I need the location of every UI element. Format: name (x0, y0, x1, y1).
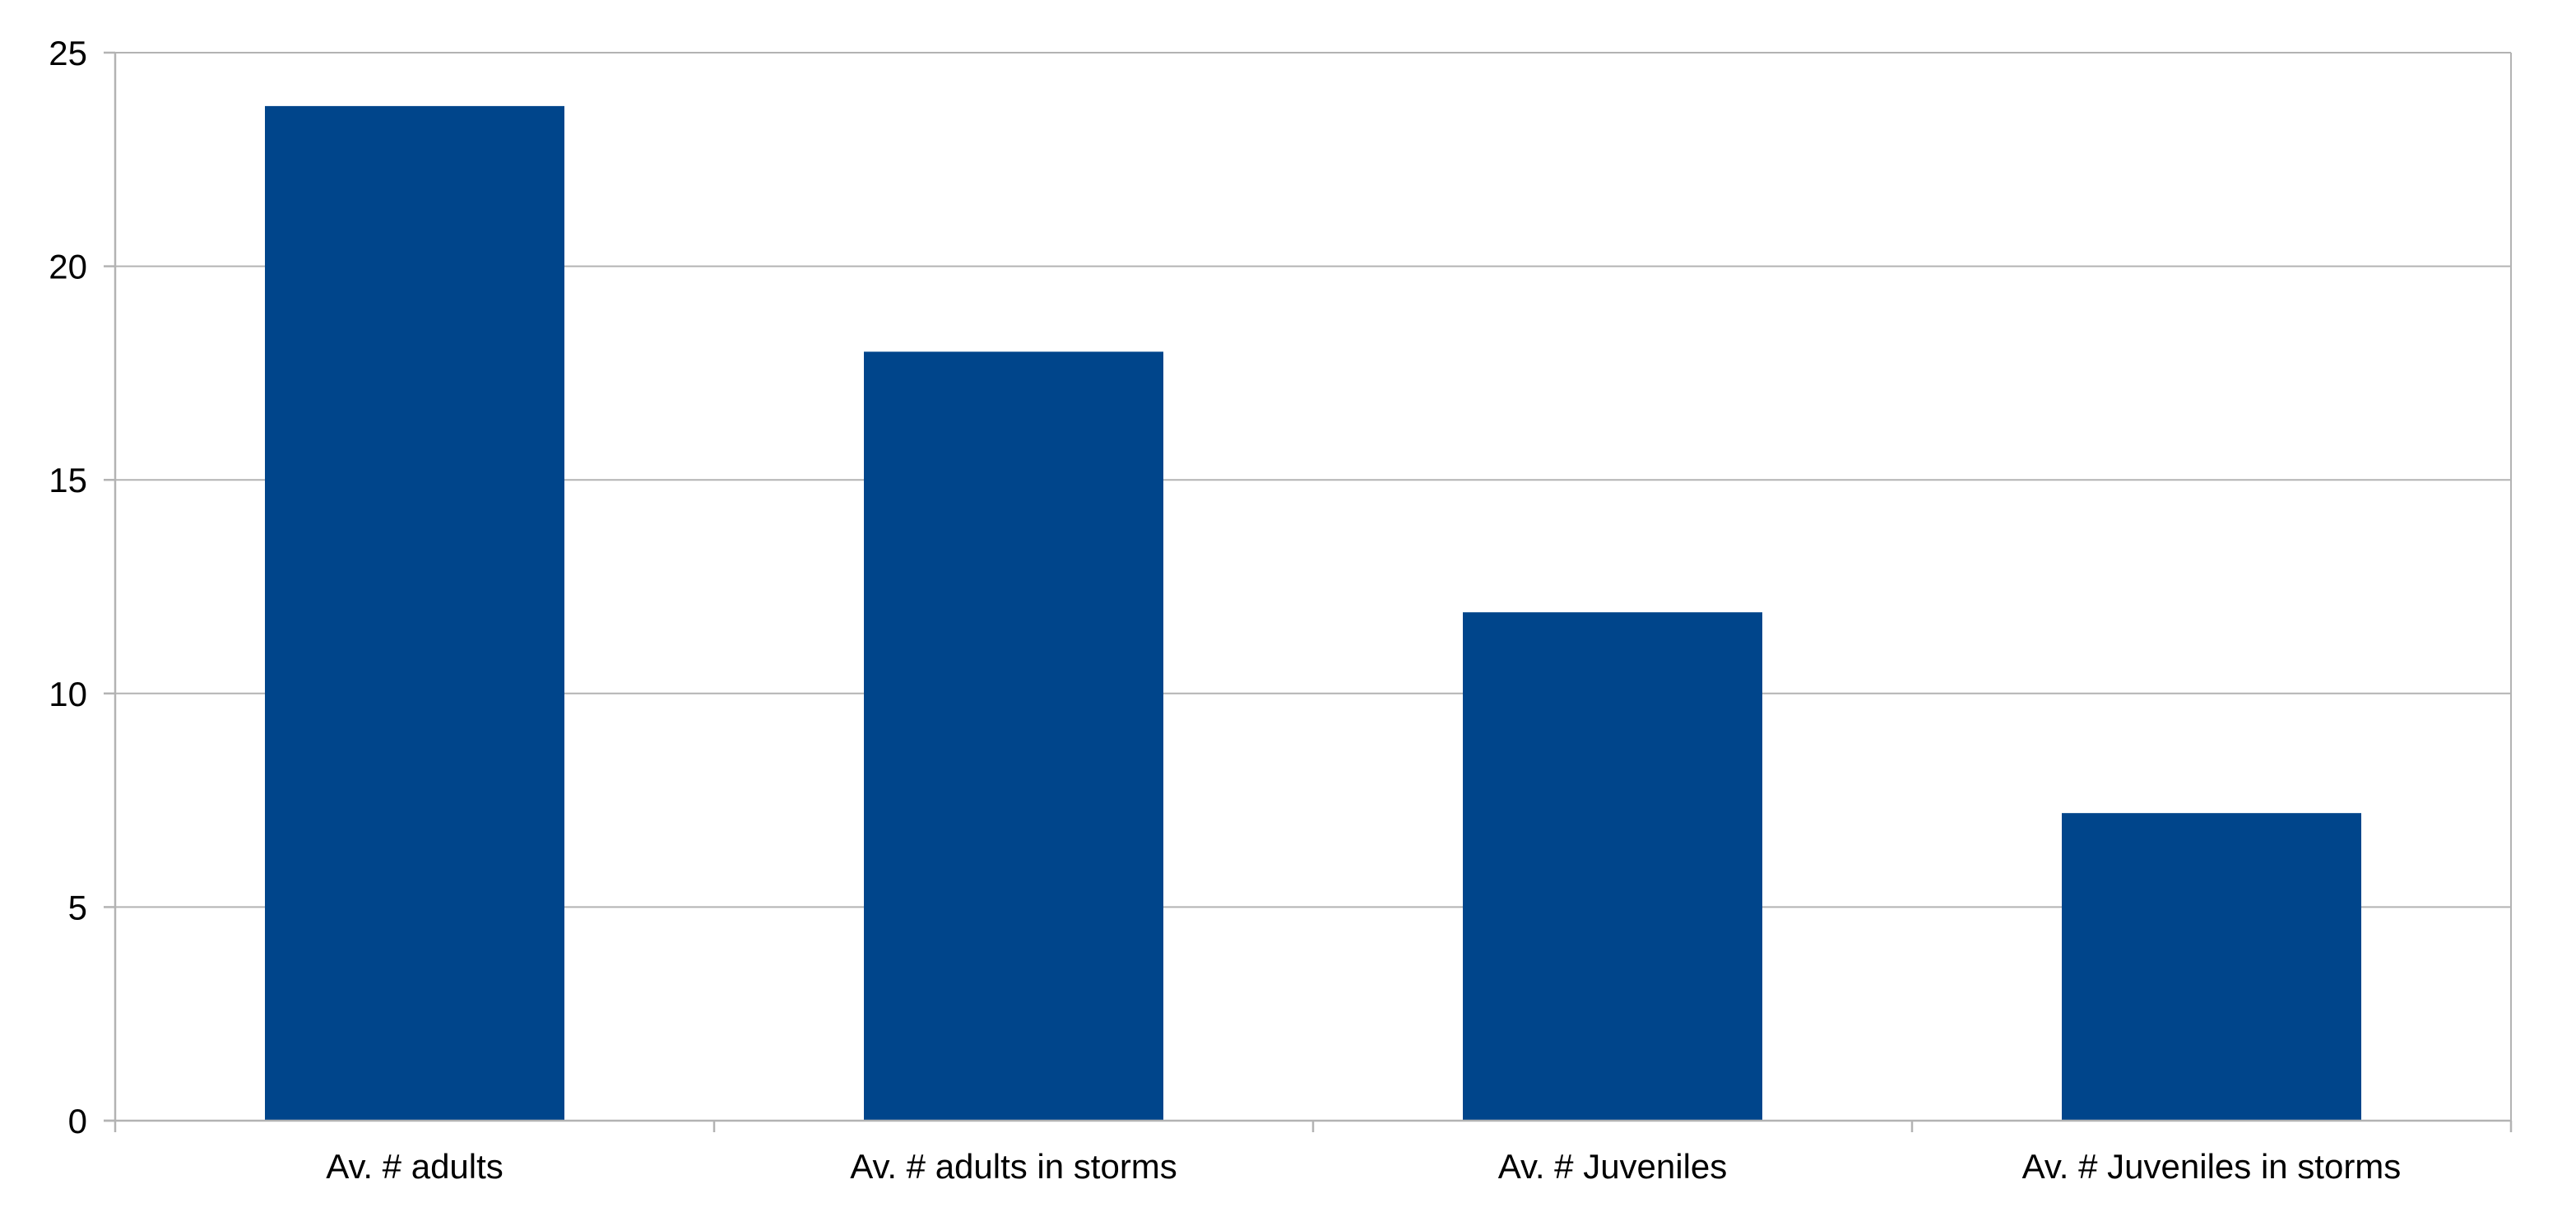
y-tick-label: 10 (49, 675, 87, 713)
x-tick-label: Av. # adults (326, 1147, 504, 1186)
y-tick-label: 20 (49, 248, 87, 286)
y-tick-label: 15 (49, 461, 87, 499)
y-tick-label: 5 (68, 888, 87, 926)
y-tick-label: 0 (68, 1102, 87, 1140)
x-tick-label: Av. # Juveniles in storms (2022, 1147, 2402, 1186)
bars (265, 105, 2361, 1121)
axes (104, 51, 2513, 1132)
bar (1463, 612, 1762, 1121)
bar (864, 351, 1163, 1121)
x-tick-label: Av. # adults in storms (850, 1147, 1177, 1186)
x-tick-label: Av. # Juveniles (1498, 1147, 1728, 1186)
bar (265, 105, 564, 1121)
y-tick-label: 25 (49, 34, 87, 72)
x-tick-labels: Av. # adults Av. # adults in storms Av. # … (326, 1147, 2401, 1186)
bar (2062, 813, 2361, 1121)
y-tick-labels: 0 5 10 15 20 25 (49, 34, 87, 1140)
